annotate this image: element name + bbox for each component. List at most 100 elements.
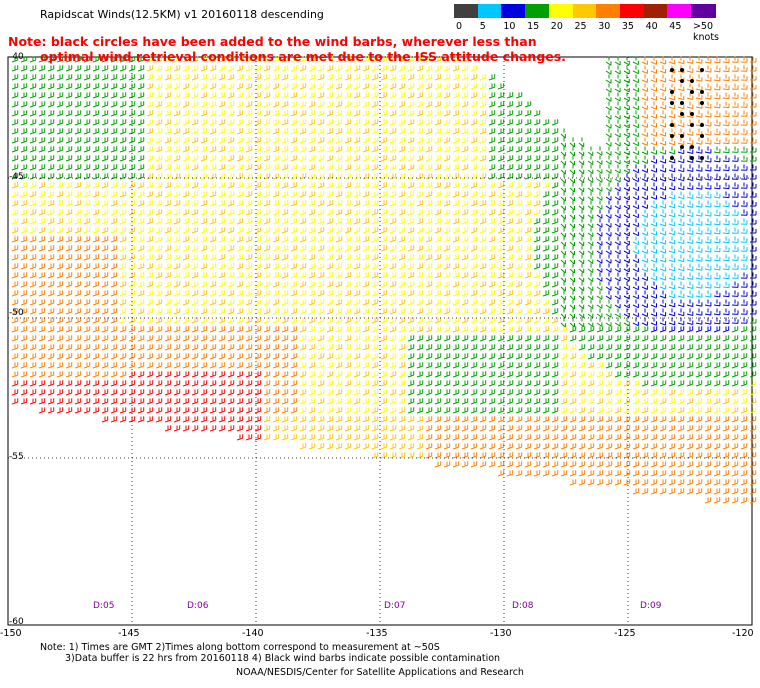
wind-barb [632,110,639,120]
wind-barb [128,191,136,198]
wind-barb [587,272,594,282]
wind-barb [750,218,757,225]
wind-barb [308,335,316,342]
wind-barb [110,236,118,243]
wind-barb [704,362,712,369]
wind-barb [173,335,181,342]
wind-barb [83,56,91,63]
legend-swatch [501,4,527,18]
wind-barb [515,281,523,288]
wind-barb [659,470,667,477]
wind-barb [560,389,568,396]
wind-barb [299,371,307,378]
wind-barb [695,389,703,396]
wind-barb [155,254,163,261]
wind-barb [569,290,575,301]
wind-barb [506,407,514,414]
wind-barb [731,263,739,270]
wind-barb [596,443,604,450]
wind-barb [434,461,442,468]
wind-barb [362,344,370,351]
wind-barb [56,110,64,117]
wind-barb [272,362,280,369]
wind-barb [245,299,253,306]
wind-barb [740,119,748,126]
wind-barb [668,272,676,281]
wind-barb [452,443,460,450]
wind-barb [632,362,640,369]
wind-barb [740,443,748,450]
wind-barb [677,452,685,459]
wind-barb [209,389,217,396]
wind-barb [209,263,217,270]
wind-barb [128,119,136,126]
wind-barb [29,272,37,279]
wind-barb [65,335,73,342]
wind-barb [704,200,712,208]
wind-barb [11,263,19,270]
wind-barb [299,119,307,126]
wind-barb [65,137,73,144]
wind-barb [344,254,352,261]
wind-barb [641,461,649,468]
wind-barb [416,218,424,225]
wind-barb [587,326,595,333]
wind-barb [272,83,280,90]
wind-barb [443,119,451,126]
wind-barb [371,92,379,99]
wind-barb [56,101,64,108]
wind-barb [65,407,73,414]
wind-barb [317,326,325,333]
wind-barb [128,209,136,216]
wind-barb [362,407,370,414]
wind-barb [470,83,478,90]
wind-barb [371,362,379,369]
wind-barb [74,326,82,333]
wind-barb [731,371,739,378]
wind-barb [578,416,586,423]
wind-barb [434,308,442,315]
wind-barb [668,227,676,236]
wind-barb [290,155,298,162]
wind-barb [20,119,28,126]
wind-barb [695,380,703,387]
wind-barb [533,335,541,342]
wind-barb [740,434,748,441]
wind-barb [371,254,379,261]
wind-barb [731,434,739,441]
wind-barb [542,236,550,243]
contamination-circle [700,101,704,105]
wind-barb [245,362,253,369]
wind-barb [317,137,325,144]
wind-barb [398,380,406,387]
wind-barb [470,74,478,81]
wind-barb [569,434,577,441]
wind-barb [695,335,703,342]
wind-barb [623,110,630,120]
wind-barb [254,326,262,333]
wind-barb [605,101,612,111]
wind-barb [740,272,748,279]
wind-barb [335,227,343,234]
wind-barb [353,56,361,63]
wind-barb [533,443,541,450]
wind-barb [641,74,648,83]
wind-barb [380,245,388,252]
wind-barb [713,209,721,217]
wind-barb [623,200,630,210]
wind-barb [263,317,271,324]
wind-barb [227,209,235,216]
wind-barb [362,308,370,315]
wind-barb [227,335,235,342]
wind-barb [750,65,757,72]
wind-barb [542,434,550,441]
wind-barb [722,416,730,423]
wind-barb [623,164,630,174]
wind-barb [677,56,685,65]
wind-barb [524,218,532,225]
wind-barb [227,137,235,144]
wind-barb [632,218,639,228]
wind-barb [218,227,226,234]
wind-barb [245,353,253,360]
wind-barb [20,326,28,333]
